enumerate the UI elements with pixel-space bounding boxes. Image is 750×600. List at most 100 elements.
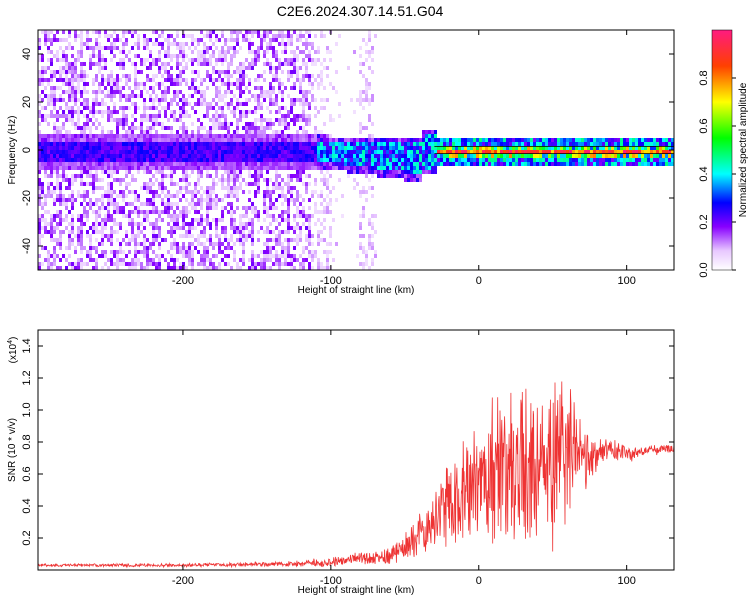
heat-cell <box>239 158 242 162</box>
heat-cell <box>47 46 50 50</box>
heat-cell <box>47 258 50 262</box>
heat-cell <box>539 154 542 158</box>
heat-cell <box>281 194 284 198</box>
heat-cell <box>407 162 410 166</box>
heat-cell <box>299 210 302 214</box>
heat-cell <box>173 150 176 154</box>
heat-cell <box>170 214 173 218</box>
heat-cell <box>506 150 509 154</box>
heat-cell <box>56 222 59 226</box>
heat-cell <box>221 230 224 234</box>
heat-cell <box>38 226 41 230</box>
heat-cell <box>401 154 404 158</box>
heat-cell <box>59 94 62 98</box>
heat-cell <box>83 130 86 134</box>
heat-cell <box>422 158 425 162</box>
heat-cell <box>281 138 284 142</box>
heat-cell <box>266 122 269 126</box>
heat-cell <box>263 194 266 198</box>
heat-cell <box>65 186 68 190</box>
heat-cell <box>206 174 209 178</box>
heat-cell <box>59 142 62 146</box>
heat-cell <box>38 82 41 86</box>
heat-cell <box>206 34 209 38</box>
heat-cell <box>89 62 92 66</box>
heat-cell <box>350 170 353 174</box>
snr-x-label: Height of straight line (km) <box>298 585 415 596</box>
heat-cell <box>182 150 185 154</box>
heat-cell <box>299 174 302 178</box>
heat-cell <box>104 142 107 146</box>
heat-cell <box>323 122 326 126</box>
heat-cell <box>185 98 188 102</box>
heat-cell <box>47 98 50 102</box>
heat-cell <box>200 30 203 34</box>
heat-cell <box>149 106 152 110</box>
heat-cell <box>407 138 410 142</box>
heat-cell <box>194 162 197 166</box>
heat-cell <box>65 90 68 94</box>
heat-cell <box>122 194 125 198</box>
heat-cell <box>533 142 536 146</box>
heat-cell <box>68 146 71 150</box>
heat-cell <box>80 250 83 254</box>
heat-cell <box>185 246 188 250</box>
heat-cell <box>305 142 308 146</box>
heat-cell <box>41 246 44 250</box>
heat-cell <box>554 158 557 162</box>
heat-cell <box>38 218 41 222</box>
heat-cell <box>110 146 113 150</box>
heat-cell <box>308 182 311 186</box>
heat-cell <box>95 158 98 162</box>
heat-cell <box>260 122 263 126</box>
heat-cell <box>239 218 242 222</box>
heat-cell <box>254 262 257 266</box>
heat-cell <box>182 178 185 182</box>
heat-cell <box>146 134 149 138</box>
heat-cell <box>281 62 284 66</box>
heat-cell <box>569 146 572 150</box>
heat-cell <box>167 142 170 146</box>
heat-cell <box>44 258 47 262</box>
heat-cell <box>164 166 167 170</box>
heat-cell <box>113 210 116 214</box>
heat-cell <box>62 110 65 114</box>
heat-cell <box>440 154 443 158</box>
heat-cell <box>299 98 302 102</box>
heat-cell <box>479 146 482 150</box>
heat-cell <box>95 154 98 158</box>
heat-cell <box>182 30 185 34</box>
heat-cell <box>308 114 311 118</box>
heat-cell <box>116 222 119 226</box>
heat-cell <box>68 130 71 134</box>
heat-cell <box>95 222 98 226</box>
heat-cell <box>287 254 290 258</box>
heat-cell <box>41 154 44 158</box>
heat-cell <box>557 142 560 146</box>
heat-cell <box>230 202 233 206</box>
heat-cell <box>80 134 83 138</box>
heat-cell <box>329 118 332 122</box>
heat-cell <box>611 150 614 154</box>
heat-cell <box>50 234 53 238</box>
heat-cell <box>356 98 359 102</box>
heat-cell <box>194 110 197 114</box>
heat-cell <box>530 154 533 158</box>
y-tick-label: 0.6 <box>21 466 33 481</box>
heat-cell <box>206 62 209 66</box>
heat-cell <box>248 258 251 262</box>
heat-cell <box>146 238 149 242</box>
heat-cell <box>278 254 281 258</box>
heat-cell <box>185 174 188 178</box>
heat-cell <box>134 190 137 194</box>
heat-cell <box>221 62 224 66</box>
heat-cell <box>575 146 578 150</box>
heat-cell <box>236 162 239 166</box>
heat-cell <box>134 194 137 198</box>
heat-cell <box>71 230 74 234</box>
heat-cell <box>257 146 260 150</box>
heat-cell <box>206 142 209 146</box>
heat-cell <box>206 158 209 162</box>
heat-cell <box>146 262 149 266</box>
heat-cell <box>191 242 194 246</box>
